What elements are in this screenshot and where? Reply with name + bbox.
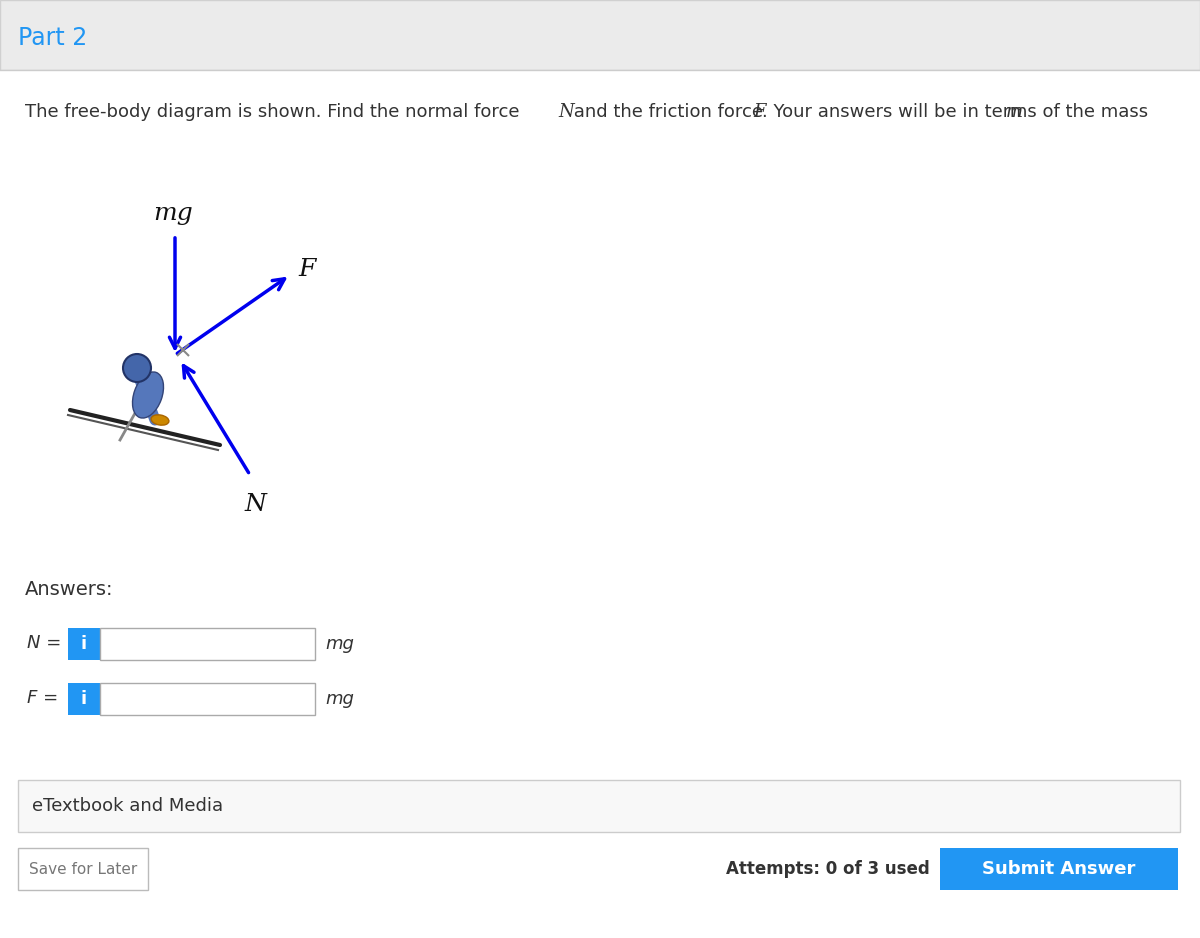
Text: eTextbook and Media: eTextbook and Media	[32, 797, 223, 815]
Bar	[100, 683, 314, 715]
Text: Save for Later: Save for Later	[29, 861, 137, 876]
Text: N: N	[558, 103, 574, 121]
Text: N: N	[244, 493, 266, 516]
Text: Answers:: Answers:	[25, 580, 114, 599]
Text: F: F	[754, 103, 766, 121]
Text: . Your answers will be in terms of the mass: . Your answers will be in terms of the m…	[762, 103, 1154, 121]
Ellipse shape	[151, 415, 169, 425]
Text: mg: mg	[325, 635, 354, 653]
Text: i: i	[80, 635, 88, 653]
Text: F: F	[298, 259, 316, 281]
Bar	[68, 628, 100, 660]
Bar	[0, 0, 1200, 70]
Text: Attempts: 0 of 3 used: Attempts: 0 of 3 used	[726, 860, 930, 878]
Bar	[100, 628, 314, 660]
Text: mg: mg	[154, 202, 193, 225]
Text: N =: N =	[28, 634, 61, 652]
Bar	[18, 848, 148, 890]
Text: Submit Answer: Submit Answer	[983, 860, 1135, 878]
Circle shape	[124, 354, 151, 382]
Text: Part 2: Part 2	[18, 26, 88, 50]
Text: The free-body diagram is shown. Find the normal force: The free-body diagram is shown. Find the…	[25, 103, 526, 121]
Bar	[18, 780, 1180, 832]
Text: mg: mg	[325, 690, 354, 708]
Text: m: m	[1006, 103, 1024, 121]
Text: and the friction force: and the friction force	[568, 103, 769, 121]
Text: i: i	[80, 690, 88, 708]
Bar	[68, 683, 100, 715]
Bar	[940, 848, 1178, 890]
Text: F =: F =	[28, 689, 59, 707]
Ellipse shape	[132, 372, 163, 418]
